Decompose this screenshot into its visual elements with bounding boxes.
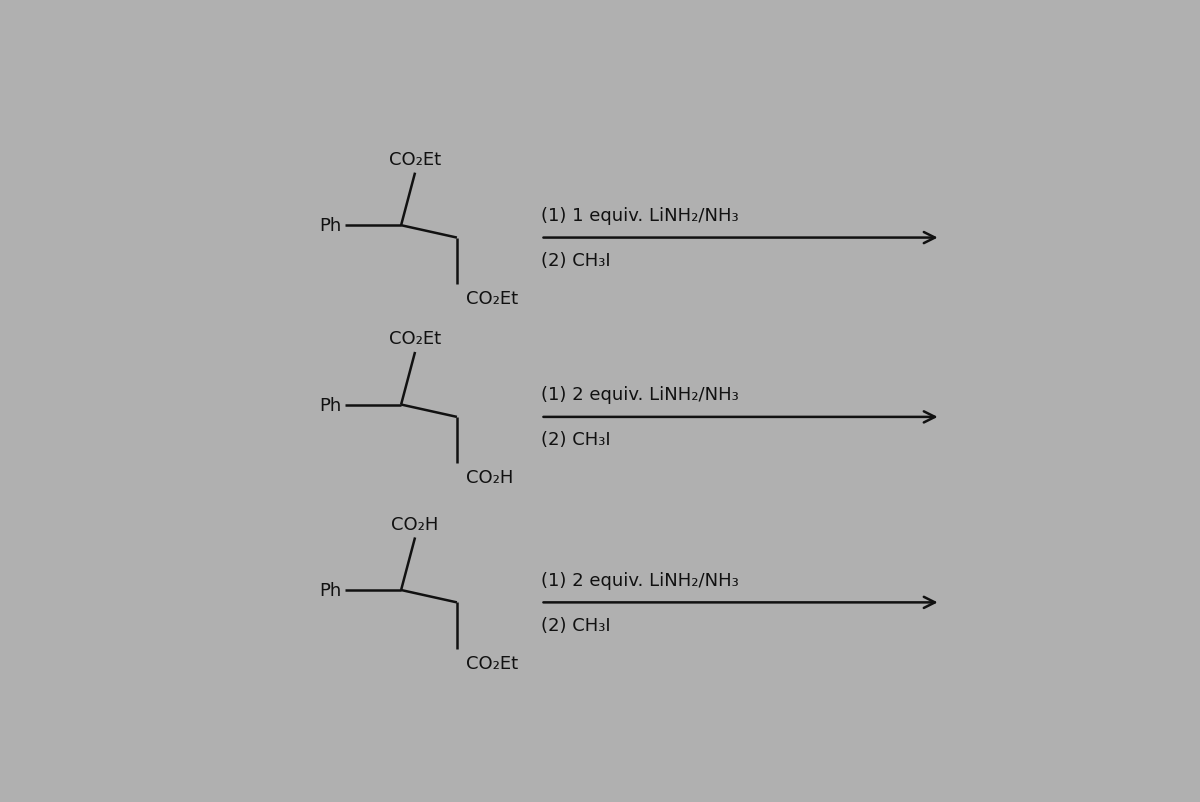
Text: CO₂Et: CO₂Et	[389, 330, 442, 347]
Text: (1) 1 equiv. LiNH₂/NH₃: (1) 1 equiv. LiNH₂/NH₃	[540, 207, 738, 225]
Text: CO₂H: CO₂H	[391, 515, 439, 533]
Text: CO₂Et: CO₂Et	[467, 290, 518, 307]
Text: Ph: Ph	[319, 217, 342, 235]
Text: (1) 2 equiv. LiNH₂/NH₃: (1) 2 equiv. LiNH₂/NH₃	[540, 386, 738, 403]
Text: CO₂Et: CO₂Et	[389, 151, 442, 168]
Text: (2) CH₃I: (2) CH₃I	[540, 252, 611, 269]
Text: (1) 2 equiv. LiNH₂/NH₃: (1) 2 equiv. LiNH₂/NH₃	[540, 571, 738, 589]
Text: (2) CH₃I: (2) CH₃I	[540, 616, 611, 634]
Text: CO₂H: CO₂H	[467, 468, 514, 487]
Text: Ph: Ph	[319, 396, 342, 414]
Text: Ph: Ph	[319, 581, 342, 599]
Text: CO₂Et: CO₂Et	[467, 654, 518, 672]
Text: (2) CH₃I: (2) CH₃I	[540, 431, 611, 449]
